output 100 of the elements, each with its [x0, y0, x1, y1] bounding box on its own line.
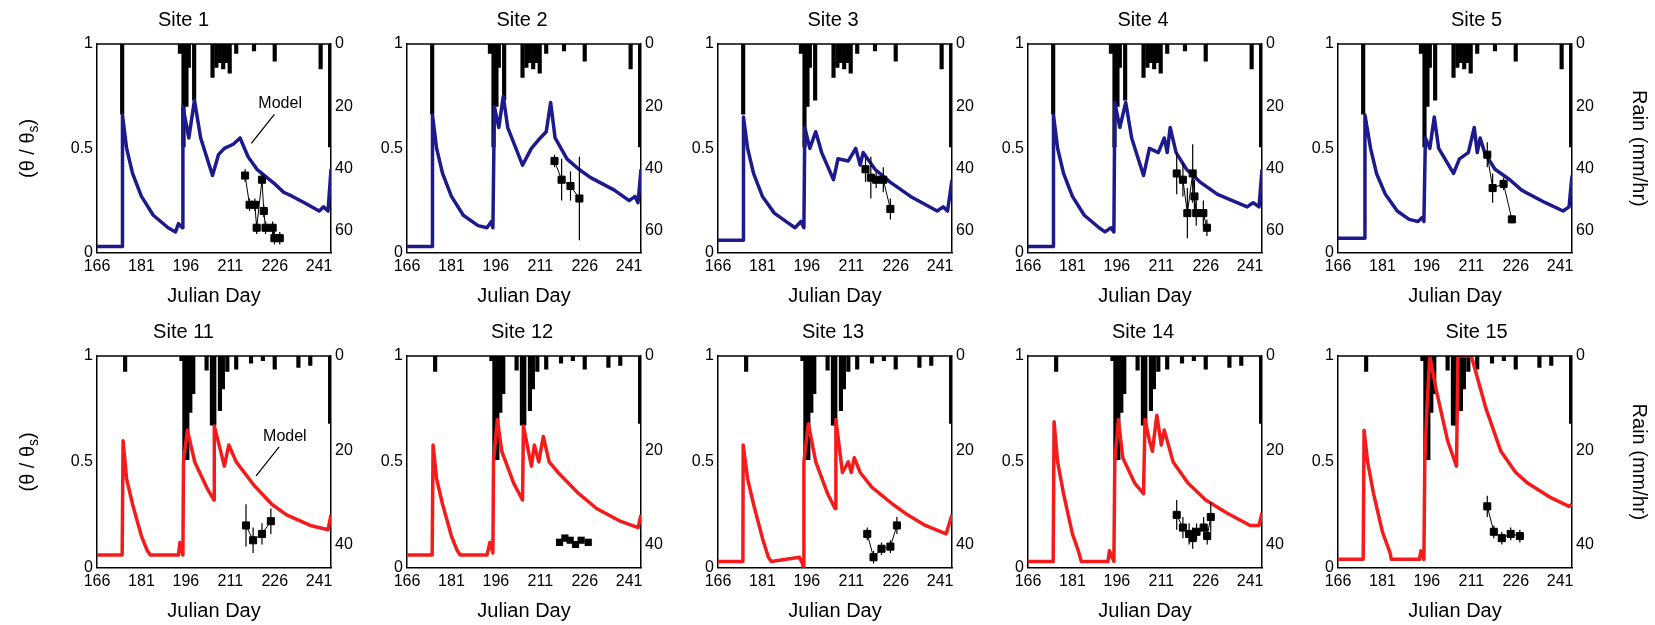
chart-title: Site 2 [496, 7, 548, 30]
y2-axis-title: Rain (mm/hr) [1629, 403, 1652, 521]
x-tick-label: 181 [1059, 256, 1086, 274]
x-tick-label: 211 [217, 571, 244, 589]
chart-title: Site 1 [157, 7, 210, 30]
x-tick-label: 166 [83, 571, 111, 589]
x-tick-label: 196 [793, 256, 821, 274]
x-tick-label: 181 [438, 571, 465, 589]
chart-title: Site 5 [1450, 7, 1503, 30]
y-tick-label: 0.5 [691, 452, 715, 470]
y2-tick-label: 60 [956, 221, 974, 239]
y2-tick-label: 0 [645, 346, 654, 364]
y2-tick-label: 20 [1266, 96, 1284, 114]
chart-title: Site 11 [153, 319, 214, 342]
y-tick-label: 0.5 [70, 138, 94, 156]
annotation: Model [263, 426, 307, 444]
x-tick-label: 166 [704, 256, 732, 274]
annotation: Model [258, 94, 302, 112]
x-tick-label: 241 [1546, 571, 1574, 589]
y-tick-label: 1 [394, 346, 404, 364]
y2-tick-label: 0 [645, 34, 654, 52]
y-tick-label: 0.5 [380, 138, 404, 156]
x-tick-label: 211 [1148, 256, 1175, 274]
x-tick-label: 241 [615, 571, 643, 589]
x-tick-label: 241 [305, 256, 333, 274]
y2-tick-label: 0 [1266, 34, 1275, 52]
y-tick-label: 1 [705, 346, 715, 364]
x-tick-label: 226 [1502, 256, 1530, 274]
x-axis-title: Julian Day [477, 598, 571, 621]
y2-tick-label: 20 [645, 96, 663, 114]
x-tick-label: 226 [261, 571, 289, 589]
y2-tick-label: 40 [645, 534, 663, 552]
y2-tick-label: 60 [1576, 221, 1594, 239]
x-tick-label: 226 [1502, 571, 1530, 589]
y2-tick-label: 40 [1576, 534, 1594, 552]
x-tick-label: 241 [926, 256, 954, 274]
x-tick-label: 241 [305, 571, 333, 589]
x-tick-label: 241 [1236, 256, 1264, 274]
y2-tick-label: 0 [1576, 346, 1585, 364]
x-tick-label: 181 [438, 256, 465, 274]
y2-tick-label: 60 [335, 221, 353, 239]
y-tick-label: 1 [705, 34, 715, 52]
y2-tick-label: 20 [1576, 96, 1594, 114]
x-tick-label: 196 [1413, 571, 1441, 589]
x-axis-title: Julian Day [477, 283, 571, 306]
y-tick-label: 1 [84, 34, 94, 52]
chart-title: Site 13 [801, 319, 865, 342]
y-tick-label: 0.5 [70, 452, 94, 470]
x-tick-label: 196 [172, 571, 200, 589]
y-tick-label: 0.5 [380, 452, 404, 470]
x-tick-label: 166 [393, 256, 421, 274]
x-tick-label: 196 [172, 256, 200, 274]
x-tick-label: 166 [393, 571, 421, 589]
x-tick-label: 241 [615, 256, 643, 274]
x-tick-label: 211 [838, 571, 865, 589]
x-tick-label: 166 [1014, 256, 1042, 274]
y-tick-label: 0.5 [1311, 452, 1335, 470]
y2-tick-label: 20 [956, 440, 974, 458]
y-tick-label: 1 [84, 346, 94, 364]
y2-tick-label: 60 [1266, 221, 1284, 239]
x-tick-label: 166 [704, 571, 732, 589]
y2-axis-title: Rain (mm/hr) [1629, 90, 1652, 207]
x-tick-label: 166 [83, 256, 111, 274]
x-tick-label: 181 [1369, 256, 1396, 274]
x-tick-label: 226 [261, 256, 289, 274]
y2-tick-label: 40 [956, 159, 974, 177]
y2-tick-label: 60 [645, 221, 663, 239]
chart-title: Site 4 [1117, 7, 1169, 30]
y2-tick-label: 20 [1576, 440, 1594, 458]
y2-tick-label: 20 [1266, 440, 1284, 458]
x-tick-label: 226 [882, 256, 910, 274]
x-axis-title: Julian Day [1408, 283, 1502, 306]
chart-title: Site 12 [490, 319, 554, 342]
x-axis-title: Julian Day [167, 283, 261, 306]
y-tick-label: 0.5 [1311, 138, 1335, 156]
x-tick-label: 226 [882, 571, 910, 589]
y2-tick-label: 20 [335, 96, 353, 114]
y2-tick-label: 40 [335, 159, 353, 177]
x-tick-label: 211 [527, 256, 554, 274]
y2-tick-label: 20 [645, 440, 663, 458]
y-tick-label: 1 [1325, 346, 1335, 364]
x-tick-label: 166 [1014, 571, 1042, 589]
x-tick-label: 181 [1369, 571, 1396, 589]
x-axis-title: Julian Day [1098, 598, 1192, 621]
x-tick-label: 211 [527, 571, 554, 589]
y-tick-label: 1 [1015, 34, 1025, 52]
x-tick-label: 181 [1059, 571, 1086, 589]
x-tick-label: 196 [793, 571, 821, 589]
x-tick-label: 196 [482, 571, 510, 589]
y2-tick-label: 40 [1576, 159, 1594, 177]
x-tick-label: 241 [1546, 256, 1574, 274]
y-tick-label: 1 [394, 34, 404, 52]
y2-tick-label: 0 [335, 346, 344, 364]
x-tick-label: 181 [749, 571, 776, 589]
y2-tick-label: 40 [1266, 159, 1284, 177]
x-tick-label: 226 [571, 256, 599, 274]
y2-tick-label: 0 [335, 34, 344, 52]
y2-tick-label: 40 [956, 534, 974, 552]
chart-title: Site 3 [807, 7, 859, 30]
x-tick-label: 196 [482, 256, 510, 274]
